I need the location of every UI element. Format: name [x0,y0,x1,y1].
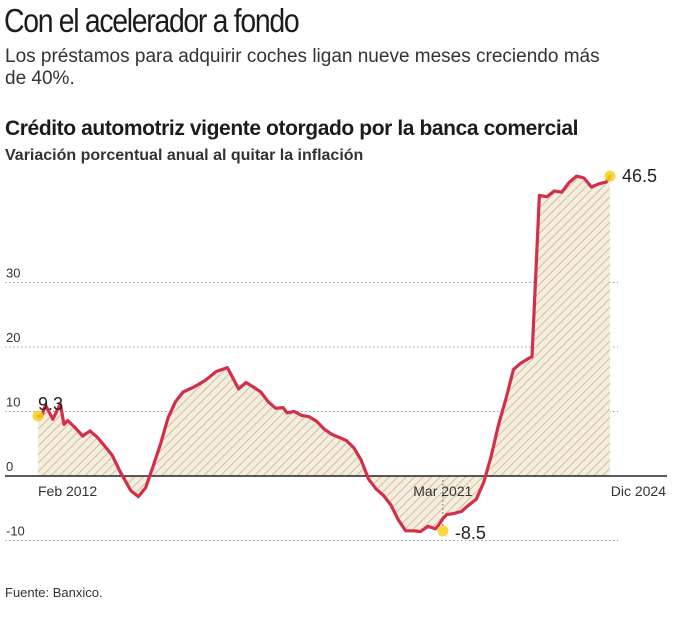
data-labels: 9.3 -8.5 46.5 [38,166,657,543]
chart-subtitle: Variación porcentual anual al quitar la … [5,147,364,164]
x-axis-label: Mar 2021 [413,483,472,499]
highlight-marker [604,170,616,182]
y-tick-label: 0 [6,459,13,474]
x-axis-label: Dic 2024 [611,483,666,499]
data-label: 9.3 [38,394,63,414]
chart-title: Crédito automotriz vigente otorgado por … [5,117,579,140]
y-tick-label: 10 [6,395,20,410]
data-label: 46.5 [622,166,657,186]
dek: Los préstamos para adquirir coches ligan… [5,46,600,89]
x-axis-label: Feb 2012 [38,483,97,499]
highlight-marker [437,525,449,537]
source-note: Fuente: Banxico. [5,585,103,600]
data-label: -8.5 [455,523,486,543]
highlight-markers [32,170,616,537]
y-axis-ticks: -10 0 10 20 30 [6,266,25,539]
y-tick-label: 20 [6,330,20,345]
series-line [36,174,612,534]
y-tick-label: 30 [6,266,20,281]
highlight-marker [32,410,44,422]
x-axis-labels: Feb 2012 Mar 2021 Dic 2024 [38,476,666,530]
y-tick-label: -10 [6,524,25,539]
area-fill [38,176,610,532]
headline: Con el acelerador a fondo [4,2,300,39]
